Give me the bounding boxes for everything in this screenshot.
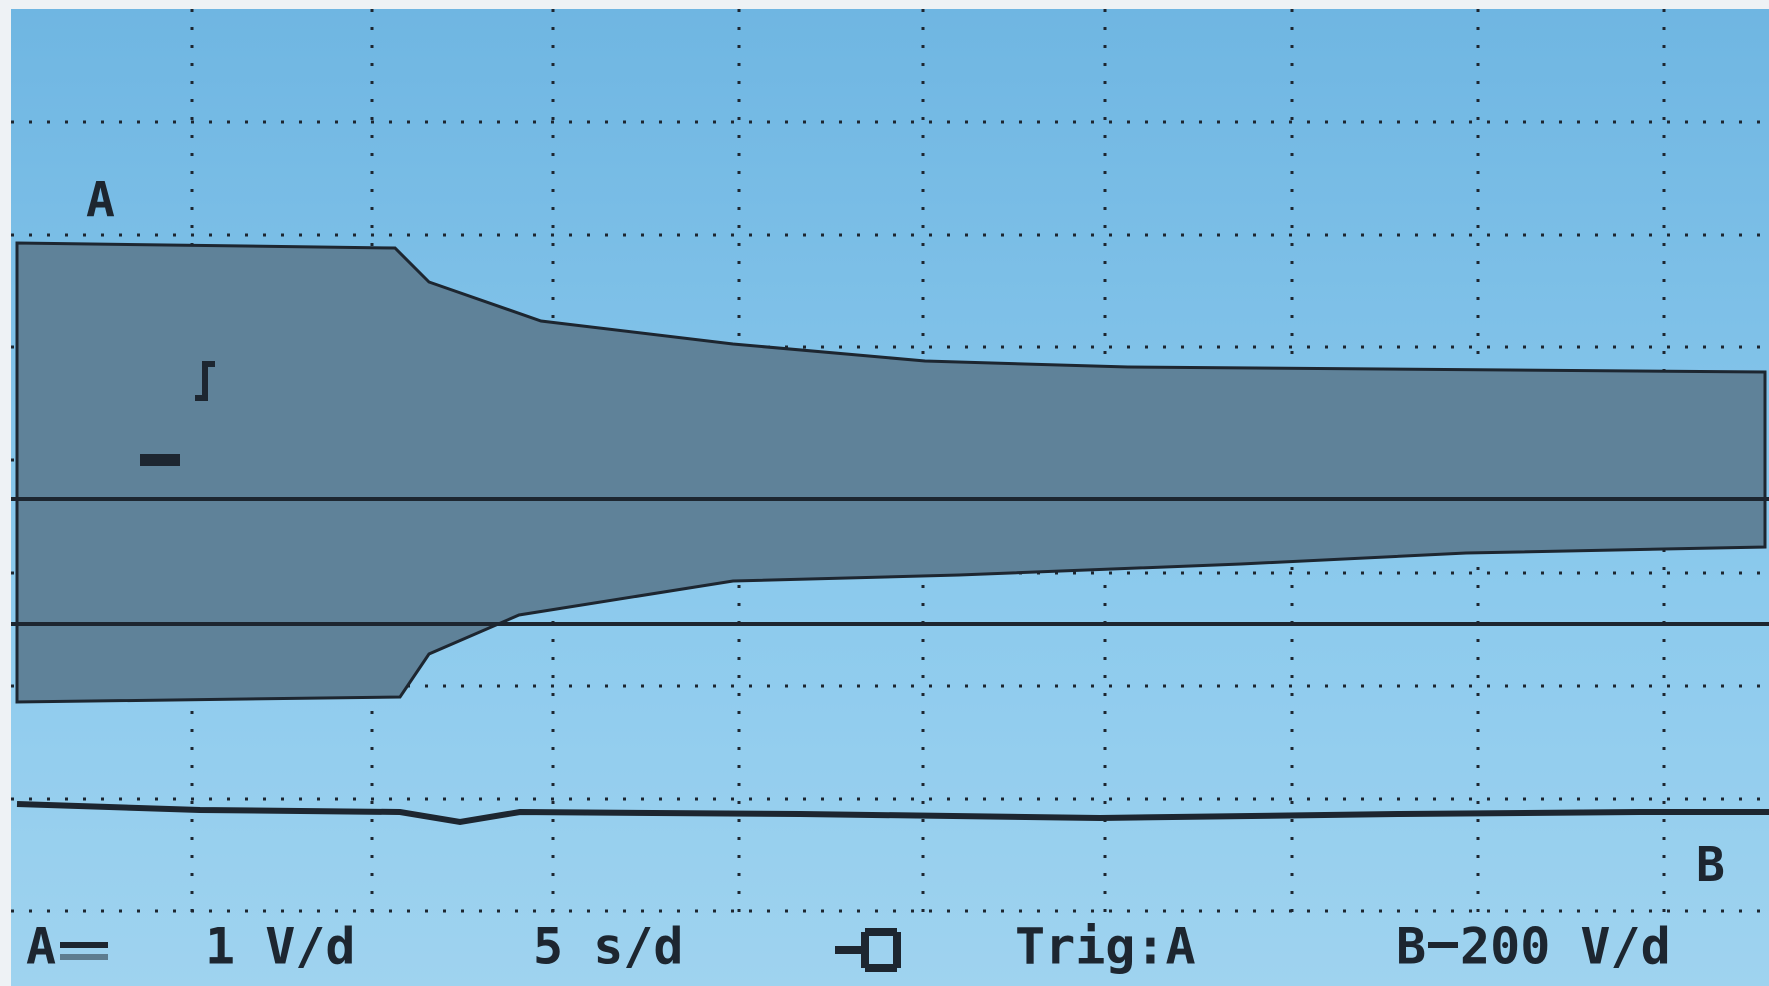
- trigger: Trig:A: [1015, 918, 1196, 976]
- timebase: 5 s/d: [533, 918, 684, 976]
- channel-a-label: A: [26, 918, 56, 976]
- channel-b-scale: 200 V/d: [1460, 918, 1671, 976]
- channel-b-marker: B: [1696, 837, 1725, 893]
- dc-coupling-symbol: [60, 942, 108, 948]
- channel-a-marker: A: [86, 172, 115, 228]
- dc-coupling-symbol: [1428, 942, 1458, 948]
- oscilloscope-screen: A B A 1 V/d 5 s/d Trig:A B 200 V/d: [0, 0, 1769, 986]
- dc-coupling-symbol: [60, 954, 108, 960]
- channel-a-ground-marker: [140, 454, 180, 466]
- channel-b-label: B: [1396, 918, 1426, 976]
- channel-a-scale: 1 V/d: [205, 918, 356, 976]
- page: A B A 1 V/d 5 s/d Trig:A B 200 V/d (() =…: [0, 0, 1769, 986]
